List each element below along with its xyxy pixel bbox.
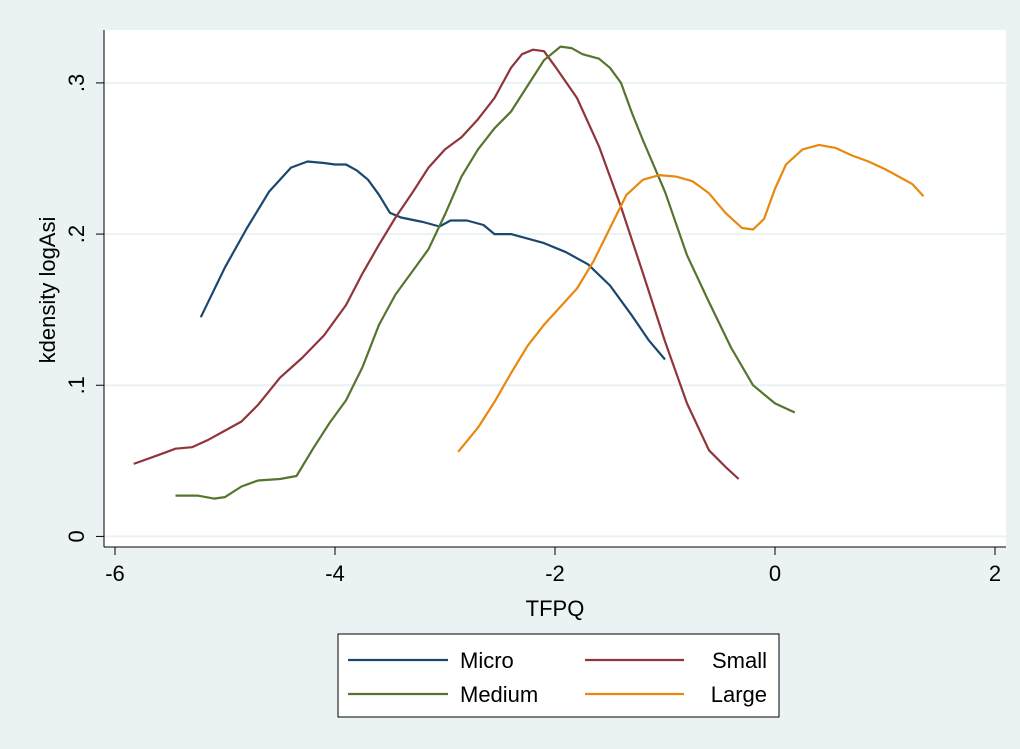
x-axis-title: TFPQ (526, 596, 585, 621)
y-axis-title: kdensity logAsi (35, 217, 60, 364)
x-tick-label: 2 (989, 561, 1001, 586)
series-line-medium (175, 45, 796, 500)
plot-area (104, 30, 1006, 547)
y-tick-label: .1 (64, 376, 89, 394)
legend-box (337, 633, 780, 718)
y-tick-label: .2 (64, 225, 89, 243)
legend-label-small: Small (712, 648, 767, 673)
y-tick-label: 0 (64, 530, 89, 542)
axes: -6 -4 -2 0 2 0 .1 .2 .3 (64, 30, 1006, 586)
y-tick-label: .3 (64, 74, 89, 92)
legend: Micro Small Medium Large (337, 633, 780, 718)
series-line-large (457, 143, 925, 453)
x-tick-label: -2 (545, 561, 565, 586)
x-tick-label: -6 (105, 561, 125, 586)
legend-label-large: Large (711, 682, 767, 707)
series-line-small (133, 48, 740, 480)
series-line-micro (199, 160, 666, 361)
legend-label-micro: Micro (460, 648, 514, 673)
x-tick-label: -4 (325, 561, 345, 586)
x-tick-label: 0 (769, 561, 781, 586)
legend-label-medium: Medium (460, 682, 538, 707)
grid-lines (104, 81, 1006, 538)
series-lines (133, 45, 925, 500)
